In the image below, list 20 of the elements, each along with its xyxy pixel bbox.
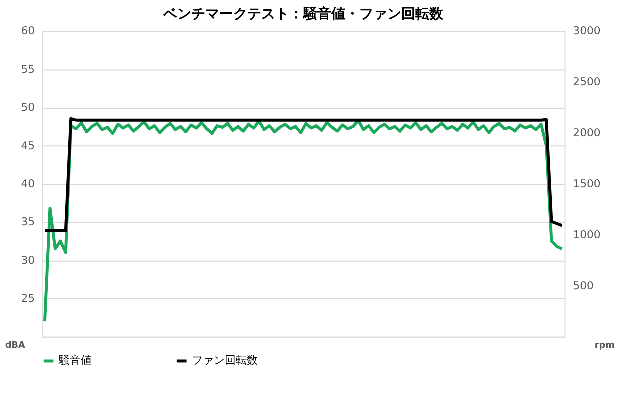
line-series [44,117,564,232]
y-tick-label: 35 [21,216,35,229]
y-tick-label: 40 [21,178,36,190]
chart-title: ベンチマークテスト：騒音値・ファン回転数 [162,5,445,22]
y2-tick-label: 1000 [573,228,601,242]
y2-tick-label: 1500 [573,178,601,190]
y2-tick-label: 2000 [573,126,601,140]
y2-tick-label: 500 [573,279,594,292]
y-tick-label: 45 [21,139,35,152]
legend-label: 騒音値 [58,354,92,368]
y-tick-label: 25 [21,292,35,306]
y2-tick-label: 2500 [573,76,601,89]
legend-label: ファン回転数 [192,354,258,368]
y-axis-title: dBA [5,341,26,352]
y-tick-label: 30 [21,254,36,267]
y2-tick-label: 3000 [573,24,601,38]
y-tick-label: 50 [21,101,36,114]
y-tick-label: 60 [21,24,36,38]
y2-axis-title: rpm [594,341,615,352]
y-tick-label: 55 [21,62,35,76]
